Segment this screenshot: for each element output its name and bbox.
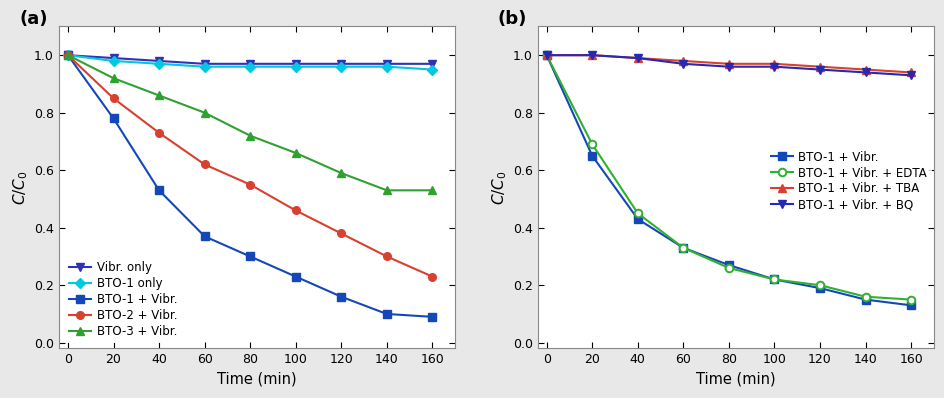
Vibr. only bbox=[62, 53, 74, 58]
BTO-1 + Vibr. + EDTA bbox=[677, 246, 688, 250]
BTO-1 only bbox=[335, 64, 346, 69]
BTO-1 + Vibr. bbox=[586, 154, 598, 158]
BTO-1 + Vibr. bbox=[722, 263, 733, 267]
BTO-1 + Vibr. + BQ bbox=[722, 64, 733, 69]
BTO-1 + Vibr. + TBA bbox=[768, 61, 780, 66]
BTO-1 + Vibr. + TBA bbox=[904, 70, 916, 75]
BTO-1 + Vibr. bbox=[335, 295, 346, 299]
Vibr. only bbox=[244, 61, 256, 66]
BTO-2 + Vibr. bbox=[62, 53, 74, 58]
BTO-1 + Vibr. + TBA bbox=[586, 53, 598, 58]
BTO-1 + Vibr. + EDTA bbox=[859, 295, 870, 299]
BTO-2 + Vibr. bbox=[335, 231, 346, 236]
BTO-1 + Vibr. bbox=[859, 297, 870, 302]
BTO-2 + Vibr. bbox=[380, 254, 392, 259]
BTO-1 + Vibr. bbox=[632, 217, 643, 221]
BTO-1 + Vibr. bbox=[814, 286, 825, 291]
BTO-2 + Vibr. bbox=[427, 274, 438, 279]
BTO-1 + Vibr. + BQ bbox=[859, 70, 870, 75]
BTO-1 + Vibr. + BQ bbox=[904, 73, 916, 78]
BTO-1 + Vibr. + TBA bbox=[722, 61, 733, 66]
BTO-3 + Vibr. bbox=[244, 133, 256, 138]
BTO-1 + Vibr. + EDTA bbox=[904, 297, 916, 302]
BTO-3 + Vibr. bbox=[199, 110, 211, 115]
BTO-1 + Vibr. bbox=[904, 303, 916, 308]
BTO-2 + Vibr. bbox=[290, 208, 301, 213]
BTO-1 only bbox=[153, 61, 164, 66]
BTO-1 + Vibr. + BQ bbox=[586, 53, 598, 58]
BTO-3 + Vibr. bbox=[108, 76, 119, 80]
BTO-1 only bbox=[108, 59, 119, 63]
BTO-3 + Vibr. bbox=[153, 93, 164, 98]
BTO-1 + Vibr. + TBA bbox=[814, 64, 825, 69]
BTO-1 only bbox=[199, 64, 211, 69]
Vibr. only bbox=[153, 59, 164, 63]
BTO-1 + Vibr. bbox=[768, 277, 780, 282]
BTO-1 + Vibr. + BQ bbox=[814, 67, 825, 72]
Y-axis label: $C/C_0$: $C/C_0$ bbox=[489, 170, 508, 205]
BTO-1 + Vibr. bbox=[199, 234, 211, 239]
BTO-1 + Vibr. + BQ bbox=[632, 56, 643, 60]
BTO-3 + Vibr. bbox=[427, 188, 438, 193]
BTO-1 + Vibr. + TBA bbox=[859, 67, 870, 72]
Text: (b): (b) bbox=[497, 10, 527, 28]
Vibr. only bbox=[199, 61, 211, 66]
BTO-2 + Vibr. bbox=[153, 131, 164, 135]
Line: BTO-3 + Vibr.: BTO-3 + Vibr. bbox=[64, 51, 436, 194]
BTO-1 + Vibr. bbox=[108, 116, 119, 121]
BTO-1 + Vibr. + EDTA bbox=[541, 53, 552, 58]
Line: BTO-1 + Vibr. + EDTA: BTO-1 + Vibr. + EDTA bbox=[542, 51, 914, 303]
X-axis label: Time (min): Time (min) bbox=[217, 372, 296, 387]
BTO-2 + Vibr. bbox=[244, 182, 256, 187]
BTO-1 + Vibr. bbox=[153, 188, 164, 193]
X-axis label: Time (min): Time (min) bbox=[695, 372, 775, 387]
BTO-3 + Vibr. bbox=[335, 171, 346, 176]
BTO-1 + Vibr. + BQ bbox=[677, 61, 688, 66]
BTO-1 + Vibr. + EDTA bbox=[586, 142, 598, 147]
Line: Vibr. only: Vibr. only bbox=[64, 51, 436, 68]
BTO-3 + Vibr. bbox=[290, 150, 301, 155]
Vibr. only bbox=[290, 61, 301, 66]
Line: BTO-1 only: BTO-1 only bbox=[64, 51, 436, 73]
BTO-1 only bbox=[62, 53, 74, 58]
BTO-2 + Vibr. bbox=[199, 162, 211, 167]
BTO-1 + Vibr. + TBA bbox=[541, 53, 552, 58]
BTO-1 only bbox=[290, 64, 301, 69]
BTO-1 + Vibr. bbox=[380, 312, 392, 316]
BTO-1 only bbox=[427, 67, 438, 72]
BTO-1 only bbox=[380, 64, 392, 69]
Line: BTO-1 + Vibr. + TBA: BTO-1 + Vibr. + TBA bbox=[542, 51, 914, 76]
BTO-1 + Vibr. + TBA bbox=[677, 59, 688, 63]
BTO-1 + Vibr. bbox=[62, 53, 74, 58]
BTO-1 + Vibr. + BQ bbox=[541, 53, 552, 58]
BTO-1 + Vibr. + EDTA bbox=[722, 265, 733, 270]
Line: BTO-1 + Vibr. + BQ: BTO-1 + Vibr. + BQ bbox=[542, 51, 914, 79]
BTO-1 + Vibr. + EDTA bbox=[814, 283, 825, 288]
BTO-3 + Vibr. bbox=[380, 188, 392, 193]
Line: BTO-2 + Vibr.: BTO-2 + Vibr. bbox=[64, 51, 436, 281]
Line: BTO-1 + Vibr.: BTO-1 + Vibr. bbox=[64, 51, 436, 321]
BTO-1 + Vibr. + EDTA bbox=[632, 211, 643, 216]
BTO-1 + Vibr. + BQ bbox=[768, 64, 780, 69]
BTO-1 only bbox=[244, 64, 256, 69]
BTO-2 + Vibr. bbox=[108, 96, 119, 101]
Legend: Vibr. only, BTO-1 only, BTO-1 + Vibr., BTO-2 + Vibr., BTO-3 + Vibr.: Vibr. only, BTO-1 only, BTO-1 + Vibr., B… bbox=[65, 256, 181, 343]
Vibr. only bbox=[108, 56, 119, 60]
Y-axis label: $C/C_0$: $C/C_0$ bbox=[11, 170, 30, 205]
Vibr. only bbox=[335, 61, 346, 66]
Vibr. only bbox=[427, 61, 438, 66]
Text: (a): (a) bbox=[19, 10, 47, 28]
Line: BTO-1 + Vibr.: BTO-1 + Vibr. bbox=[542, 51, 914, 309]
BTO-1 + Vibr. bbox=[427, 314, 438, 319]
BTO-1 + Vibr. bbox=[290, 274, 301, 279]
Legend: BTO-1 + Vibr., BTO-1 + Vibr. + EDTA, BTO-1 + Vibr. + TBA, BTO-1 + Vibr. + BQ: BTO-1 + Vibr., BTO-1 + Vibr. + EDTA, BTO… bbox=[766, 146, 931, 216]
BTO-1 + Vibr. + TBA bbox=[632, 56, 643, 60]
BTO-1 + Vibr. + EDTA bbox=[768, 277, 780, 282]
Vibr. only bbox=[380, 61, 392, 66]
BTO-1 + Vibr. bbox=[244, 254, 256, 259]
BTO-1 + Vibr. bbox=[677, 246, 688, 250]
BTO-3 + Vibr. bbox=[62, 53, 74, 58]
BTO-1 + Vibr. bbox=[541, 53, 552, 58]
